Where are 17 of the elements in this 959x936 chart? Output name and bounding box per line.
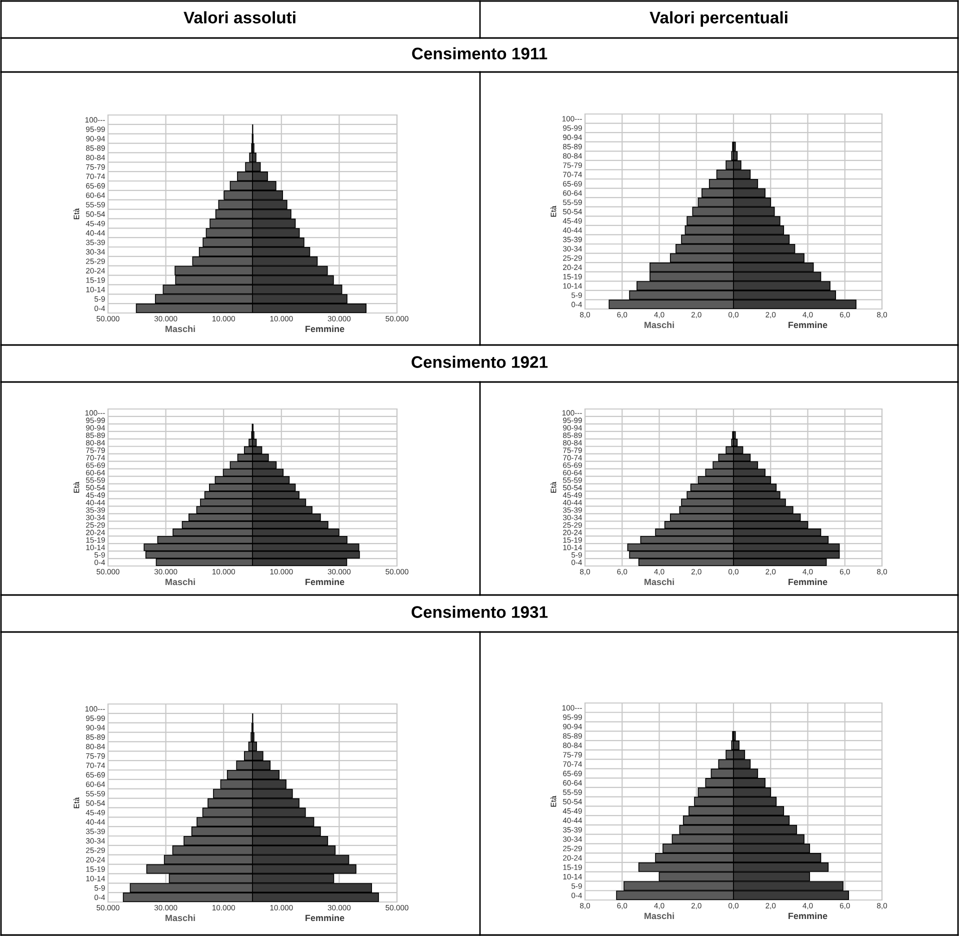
series-label: Maschi	[166, 326, 195, 332]
text: Censimento 1931	[412, 606, 548, 618]
series-label: Femmine	[788, 578, 828, 586]
series-label: Maschi	[644, 322, 674, 328]
text: Censimento 1921	[412, 356, 548, 368]
series-label: Femmine	[306, 326, 344, 332]
series-label: Maschi	[644, 578, 674, 586]
series-label: Femmine	[788, 322, 828, 328]
series-label: Maschi	[644, 912, 674, 920]
chart-subtitle: Valori percentuali	[650, 11, 788, 27]
series-label: Maschi	[166, 578, 195, 586]
series-label: Maschi	[166, 914, 195, 922]
series-label: Femmine	[306, 578, 344, 586]
series-label: Femmine	[788, 912, 828, 920]
chart-subtitle: Valori assoluti	[184, 11, 296, 24]
text: Censimento 1911	[412, 47, 548, 60]
series-label: Femmine	[306, 914, 344, 922]
